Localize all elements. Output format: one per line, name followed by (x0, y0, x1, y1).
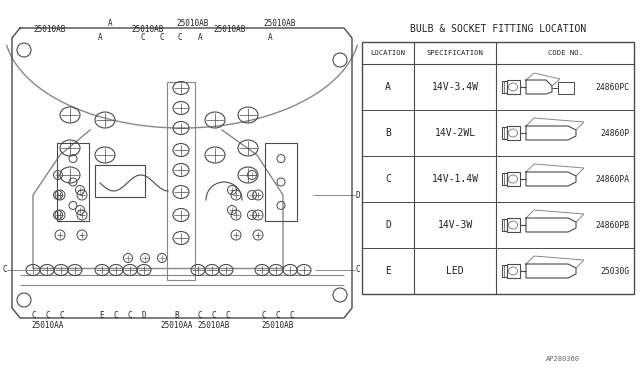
Text: C: C (276, 311, 280, 320)
Text: B: B (385, 128, 391, 138)
Text: 25030G: 25030G (601, 266, 630, 276)
Bar (507, 264, 520, 278)
Text: C: C (178, 32, 182, 42)
Text: D: D (141, 311, 147, 320)
Text: C: C (141, 32, 145, 42)
Bar (502, 81, 507, 93)
Bar (265, 143, 297, 221)
Text: 25010AB: 25010AB (177, 19, 209, 28)
Text: SPECIFICATION: SPECIFICATION (427, 50, 483, 56)
Text: C: C (226, 311, 230, 320)
Text: CODE NO.: CODE NO. (547, 50, 582, 56)
Text: 24860PC: 24860PC (596, 83, 630, 92)
Bar (167, 82, 195, 280)
Bar (502, 127, 507, 139)
Text: C: C (32, 311, 36, 320)
Text: 24860P: 24860P (601, 128, 630, 138)
Text: D: D (356, 190, 360, 199)
Text: C: C (160, 32, 164, 42)
Bar (502, 219, 507, 231)
Text: C: C (128, 311, 132, 320)
Bar (507, 126, 520, 140)
Bar (362, 42, 634, 294)
Text: 14V-3W: 14V-3W (437, 220, 472, 230)
Text: 14V-3.4W: 14V-3.4W (431, 82, 479, 92)
Text: 14V-2WL: 14V-2WL (435, 128, 476, 138)
Text: A: A (268, 32, 272, 42)
Text: C: C (262, 311, 266, 320)
Text: 25010AB: 25010AB (34, 26, 66, 35)
Text: B: B (175, 311, 179, 320)
Bar (502, 265, 507, 277)
Text: 25010AB: 25010AB (214, 26, 246, 35)
Text: BULB & SOCKET FITTING LOCATION: BULB & SOCKET FITTING LOCATION (410, 24, 586, 34)
Text: 24860PB: 24860PB (596, 221, 630, 230)
Text: 25010AB: 25010AB (264, 19, 296, 28)
Bar (57, 143, 89, 221)
Text: 25010AB: 25010AB (132, 26, 164, 35)
Text: C: C (45, 311, 51, 320)
Text: C: C (290, 311, 294, 320)
Text: LOCATION: LOCATION (371, 50, 406, 56)
Text: 25010AA: 25010AA (32, 321, 64, 330)
Text: 14V-1.4W: 14V-1.4W (431, 174, 479, 184)
Text: 25010AB: 25010AB (198, 321, 230, 330)
Bar (507, 172, 520, 186)
Text: C: C (212, 311, 216, 320)
Text: C: C (385, 174, 391, 184)
Text: 24860PA: 24860PA (596, 174, 630, 183)
Text: C: C (60, 311, 64, 320)
Text: 25010AB: 25010AB (262, 321, 294, 330)
Text: C: C (356, 266, 360, 275)
Text: E: E (385, 266, 391, 276)
Text: C: C (3, 266, 7, 275)
Text: D: D (385, 220, 391, 230)
Text: 25010AA: 25010AA (161, 321, 193, 330)
Text: C: C (114, 311, 118, 320)
Text: A: A (385, 82, 391, 92)
Text: AP280360: AP280360 (546, 356, 580, 362)
Bar (502, 173, 507, 185)
Bar (95, 165, 145, 197)
Text: C: C (198, 311, 202, 320)
Text: A: A (198, 32, 202, 42)
Bar (558, 82, 574, 94)
Text: A: A (108, 19, 112, 28)
Text: LED: LED (446, 266, 464, 276)
Text: A: A (98, 32, 102, 42)
Bar (507, 218, 520, 232)
Bar (507, 80, 520, 94)
Text: E: E (100, 311, 104, 320)
